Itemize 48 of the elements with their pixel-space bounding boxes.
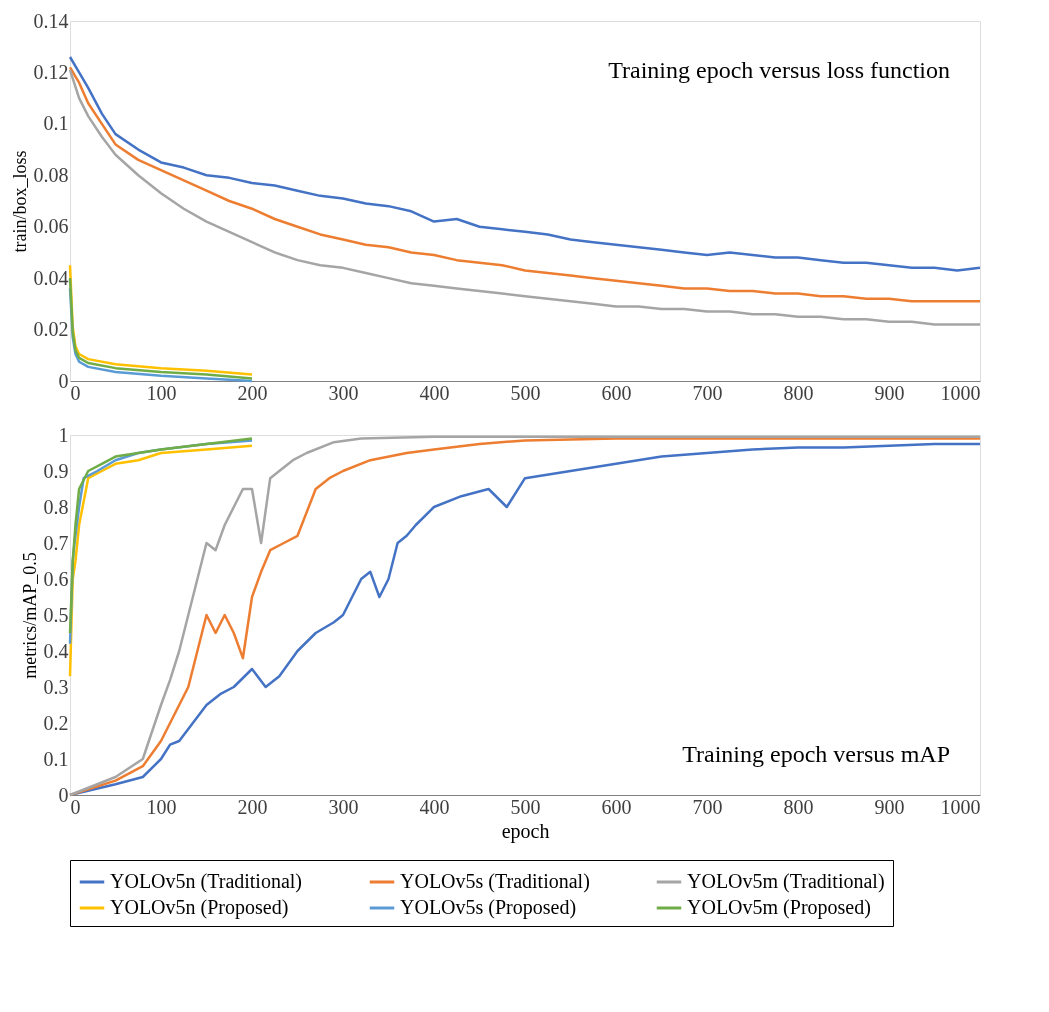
x-tick-label: 500	[510, 795, 541, 818]
x-tick-label: 700	[692, 795, 723, 818]
x-tick-label: 900	[874, 795, 905, 818]
x-tick-label: 200	[237, 381, 268, 404]
y-axis-title: metrics/mAP_0.5	[19, 552, 40, 679]
x-tick-label: 400	[419, 381, 450, 404]
legend-label: YOLOv5n (Proposed)	[110, 896, 289, 919]
x-tick-label: 800	[783, 381, 814, 404]
y-tick-label: 0.06	[33, 215, 69, 238]
y-tick-label: 0.08	[33, 163, 69, 186]
legend-label: YOLOv5m (Traditional)	[687, 870, 885, 893]
y-tick-label: 0.6	[43, 567, 69, 590]
x-tick-label: 100	[146, 795, 177, 818]
legend-label: YOLOv5n (Traditional)	[110, 870, 303, 893]
x-axis-title: epoch	[501, 819, 550, 843]
y-tick-label: 0.2	[43, 711, 69, 734]
x-tick-label: 300	[328, 381, 359, 404]
y-tick-label: 0.9	[43, 459, 69, 482]
x-tick-label: 600	[601, 795, 632, 818]
y-axis-title: train/box_loss	[9, 150, 30, 253]
x-tick-label: 200	[237, 795, 268, 818]
x-tick-label: 1000	[940, 795, 981, 818]
x-tick-label: 700	[692, 381, 723, 404]
x-tick-label: 900	[874, 381, 905, 404]
y-tick-label: 0.8	[43, 495, 69, 518]
y-tick-label: 0.02	[33, 318, 69, 341]
annotation: Training epoch versus loss function	[608, 57, 950, 83]
y-tick-label: 0.4	[43, 639, 69, 662]
y-tick-label: 0.1	[43, 112, 69, 135]
legend-label: YOLOv5m (Proposed)	[687, 896, 871, 919]
y-tick-label: 0.14	[33, 9, 69, 32]
y-tick-label: 0.12	[33, 60, 69, 83]
x-tick-label: 400	[419, 795, 450, 818]
x-tick-label: 600	[601, 381, 632, 404]
x-tick-label: 100	[146, 381, 177, 404]
x-tick-label: 300	[328, 795, 359, 818]
y-tick-label: 0.5	[43, 603, 69, 626]
x-tick-label: 500	[510, 381, 541, 404]
y-tick-label: 1	[58, 423, 69, 446]
legend-label: YOLOv5s (Traditional)	[400, 870, 590, 893]
y-tick-label: 0.1	[43, 747, 69, 770]
annotation: Training epoch versus mAP	[682, 741, 950, 767]
x-tick-label: 1000	[940, 381, 981, 404]
y-tick-label: 0.7	[43, 531, 69, 554]
y-tick-label: 0.3	[43, 675, 69, 698]
legend-label: YOLOv5s (Proposed)	[400, 896, 577, 919]
y-tick-label: 0.04	[33, 266, 69, 289]
x-tick-label: 800	[783, 795, 814, 818]
